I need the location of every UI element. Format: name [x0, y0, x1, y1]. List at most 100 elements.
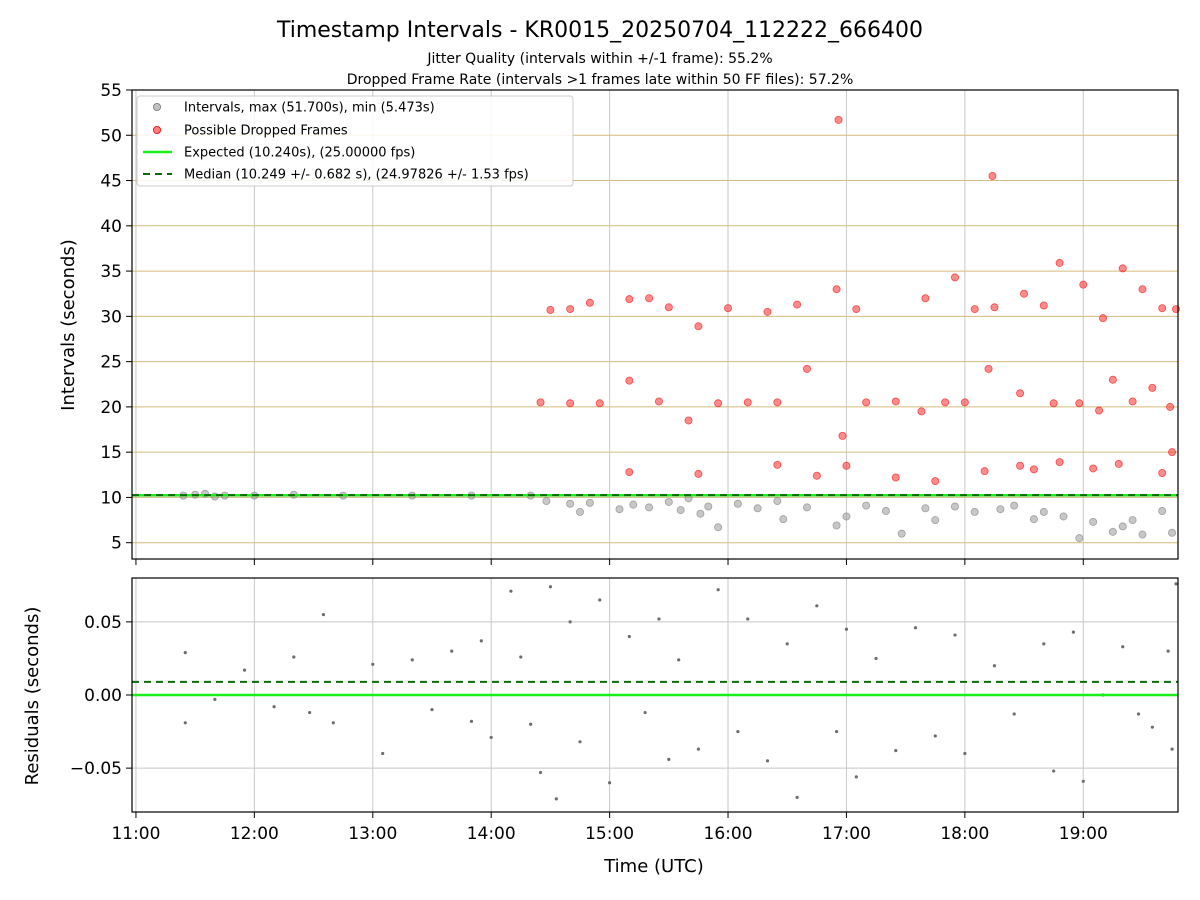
- interval-point: [576, 507, 585, 516]
- residual-point: [854, 775, 858, 779]
- legend-entry-label: Possible Dropped Frames: [184, 124, 348, 139]
- residual-point: [963, 751, 967, 756]
- residual-point: [519, 655, 523, 659]
- dropped-frame-point: [941, 398, 950, 407]
- x-tick-label: 11:00: [111, 824, 160, 844]
- dropped-frame-point: [812, 471, 821, 480]
- residual-point: [894, 748, 898, 753]
- dropped-frame-point: [1016, 461, 1025, 470]
- residual-point: [554, 797, 558, 801]
- dropped-frame-point: [917, 407, 926, 416]
- residual-point: [1174, 582, 1178, 586]
- y-tick-label: 35: [100, 262, 122, 282]
- x-tick-label: 17:00: [822, 824, 871, 844]
- interval-point: [1075, 534, 1084, 543]
- residuals-plot: 0.05 0.00 −0.05 11:00 12:00 13:00 14:00 15:00 16…: [70, 577, 1179, 844]
- dropped-frame-point: [832, 285, 841, 294]
- residual-point: [795, 795, 799, 799]
- residual-point: [568, 620, 572, 624]
- x-tick-label: 14:00: [467, 824, 516, 844]
- y-tick-label: 45: [100, 172, 122, 192]
- residual-point: [529, 722, 533, 726]
- residual-point: [1071, 630, 1075, 634]
- y-tick-label: 10: [100, 488, 122, 508]
- dropped-frame-point: [684, 416, 693, 425]
- residual-point: [213, 697, 217, 701]
- x-tick-label: 15:00: [585, 824, 634, 844]
- dropped-frame-point: [1055, 458, 1064, 467]
- interval-point: [996, 505, 1005, 514]
- y-tick-label: 5: [111, 534, 122, 554]
- residual-point: [834, 729, 839, 734]
- dropped-frame-point: [1148, 383, 1157, 392]
- dropped-frame-point: [1118, 264, 1127, 273]
- residual-point: [785, 642, 789, 646]
- residual-point: [183, 721, 187, 725]
- dropped-frame-point: [1039, 301, 1048, 310]
- dropped-frame-point: [1089, 464, 1098, 473]
- y-tick-label: 40: [100, 217, 122, 237]
- residual-point: [1042, 642, 1046, 646]
- residual-point: [953, 633, 957, 637]
- residual-point: [1150, 725, 1154, 729]
- dropped-frame-point: [970, 305, 979, 314]
- dropped-frame-point: [625, 468, 634, 477]
- interval-point: [832, 521, 841, 530]
- interval-point: [1108, 527, 1117, 536]
- residual-point: [608, 781, 612, 785]
- interval-point: [1118, 522, 1127, 531]
- dropped-frame-point: [546, 306, 555, 315]
- residual-point: [272, 705, 276, 709]
- residual-point: [1081, 779, 1085, 783]
- dropped-frame-point: [1029, 465, 1038, 474]
- dropped-frame-point: [1099, 314, 1108, 323]
- dropped-frame-point: [921, 294, 930, 303]
- dropped-frame-point: [566, 399, 575, 408]
- chart-title: Timestamp Intervals - KR0015_20250704_11…: [276, 18, 923, 43]
- dropped-frame-point: [566, 305, 575, 314]
- interval-point: [629, 500, 638, 509]
- residual-point: [538, 770, 543, 775]
- dropped-frame-point: [1166, 402, 1175, 411]
- interval-point: [753, 504, 762, 513]
- interval-point: [950, 502, 959, 511]
- residual-point: [657, 617, 661, 621]
- dropped-frame-point: [838, 431, 847, 440]
- residual-point: [489, 735, 493, 740]
- interval-point: [921, 504, 930, 513]
- intervals-y-label: Intervals (seconds): [58, 239, 79, 411]
- dropped-frame-point: [1108, 375, 1117, 384]
- dropped-frame-point: [852, 305, 861, 314]
- residual-point: [321, 612, 326, 617]
- dropped-frame-point: [694, 322, 703, 331]
- residual-point: [933, 734, 937, 738]
- interval-point: [714, 523, 723, 532]
- residual-point: [844, 627, 849, 631]
- interval-point: [1158, 507, 1167, 516]
- dropped-frame-point: [990, 303, 999, 312]
- residuals-y-label: Residuals (seconds): [22, 607, 43, 786]
- dropped-frame-point: [724, 304, 733, 313]
- x-tick-label: 18:00: [940, 824, 989, 844]
- dropped-frame-point: [1020, 289, 1029, 298]
- interval-point: [542, 497, 551, 506]
- y-tick-label: 15: [100, 443, 122, 463]
- residual-point: [815, 604, 819, 608]
- y-tick-label: 0.00: [84, 686, 122, 706]
- dropped-frame-point: [694, 469, 703, 478]
- legend-dropped-marker: [152, 126, 161, 135]
- residual-point: [696, 747, 701, 751]
- residual-point: [1170, 747, 1174, 751]
- dropped-frame-point: [645, 294, 654, 303]
- interval-point: [1168, 528, 1177, 537]
- interval-point: [1059, 512, 1068, 521]
- dropped-frame-point: [931, 477, 940, 486]
- dropped-frame-point: [1095, 406, 1104, 415]
- dropped-frame-point: [1168, 448, 1177, 457]
- residual-point: [578, 740, 582, 744]
- residual-point: [992, 664, 997, 668]
- residual-point: [746, 617, 750, 621]
- residual-point: [765, 759, 770, 763]
- chart-subtitle-jitter: Jitter Quality (intervals within +/-1 fr…: [426, 51, 772, 67]
- interval-point: [566, 499, 575, 508]
